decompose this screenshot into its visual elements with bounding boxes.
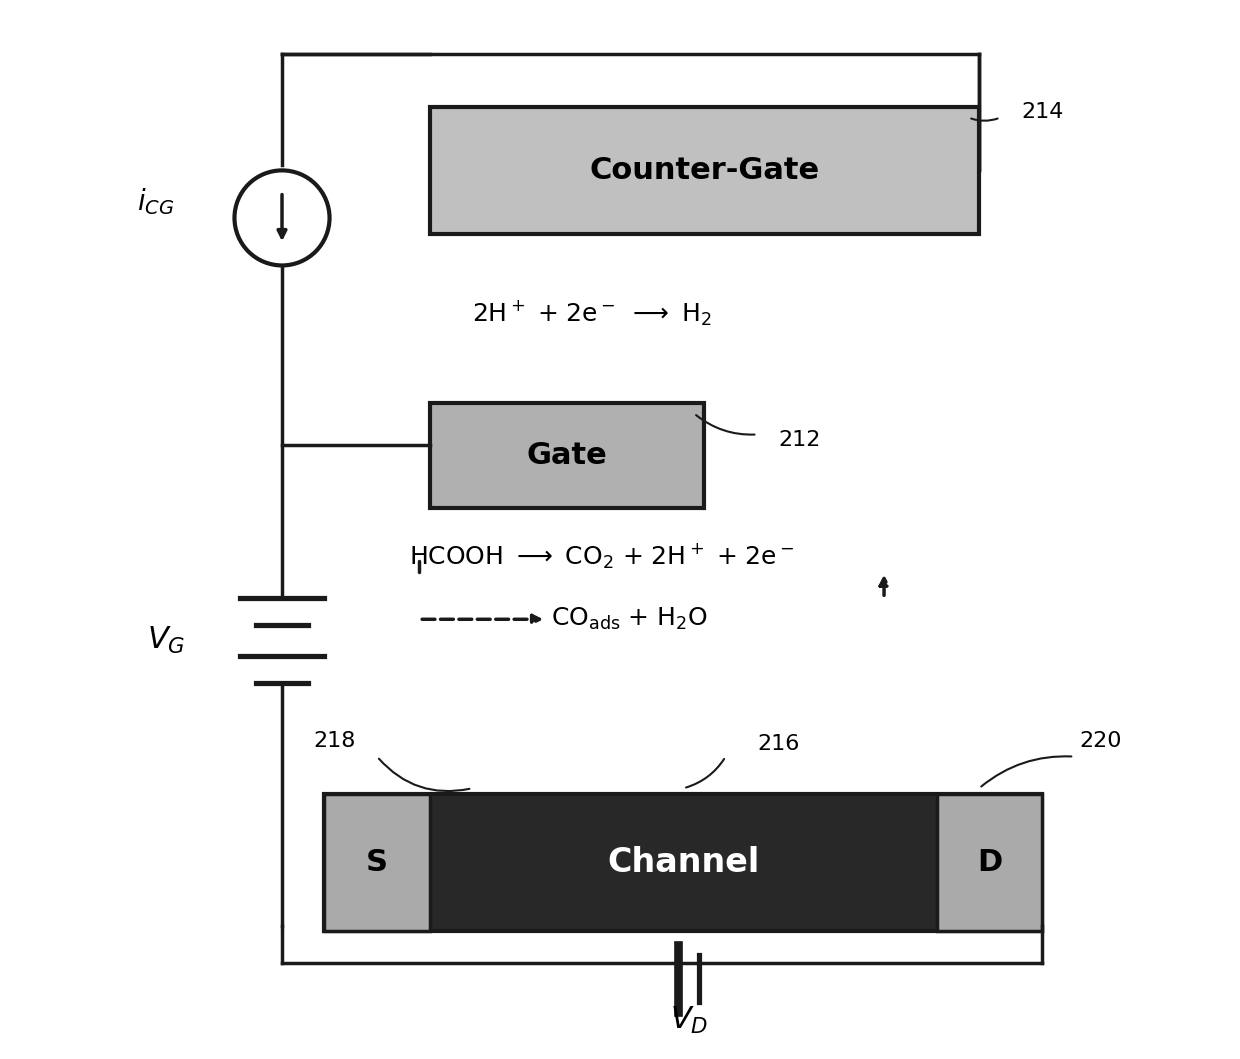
Text: 216: 216 [758, 735, 800, 754]
Text: 220: 220 [1080, 732, 1122, 751]
Text: Gate: Gate [527, 441, 608, 470]
Text: 218: 218 [314, 732, 356, 751]
Text: D: D [977, 847, 1002, 877]
Bar [324, 793, 1043, 931]
Bar [324, 793, 430, 931]
Text: Channel: Channel [608, 846, 759, 879]
Text: $V_D$: $V_D$ [670, 1005, 708, 1036]
Text: CO$_{\mathregular{ads}}$ + H$_2$O: CO$_{\mathregular{ads}}$ + H$_2$O [552, 606, 708, 632]
Text: S: S [366, 847, 388, 877]
Text: $i_{CG}$: $i_{CG}$ [136, 186, 174, 217]
Circle shape [234, 170, 330, 266]
Text: HCOOH $\longrightarrow$ CO$_2$ + 2H$^+$ + 2e$^-$: HCOOH $\longrightarrow$ CO$_2$ + 2H$^+$ … [409, 541, 795, 571]
Text: $V_G$: $V_G$ [146, 625, 185, 656]
Text: 2H$^+$ + 2e$^-$ $\longrightarrow$ H$_2$: 2H$^+$ + 2e$^-$ $\longrightarrow$ H$_2$ [472, 299, 712, 327]
FancyBboxPatch shape [430, 402, 704, 508]
Bar [937, 793, 1043, 931]
FancyBboxPatch shape [430, 107, 980, 234]
Text: 212: 212 [779, 430, 821, 450]
Text: Counter-Gate: Counter-Gate [589, 156, 820, 185]
Text: 214: 214 [1022, 103, 1064, 122]
